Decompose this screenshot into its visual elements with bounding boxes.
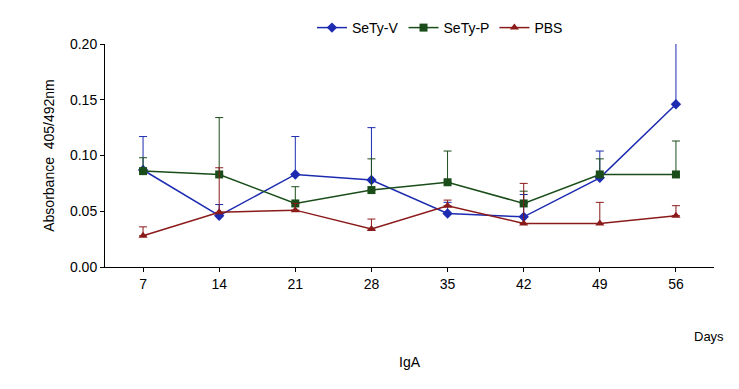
svg-text:Absorbance 405/492nm: Absorbance 405/492nm — [41, 79, 57, 232]
svg-text:21: 21 — [288, 276, 304, 292]
svg-text:SeTy-V: SeTy-V — [352, 20, 399, 36]
svg-text:42: 42 — [516, 276, 532, 292]
svg-text:SeTy-P: SeTy-P — [444, 20, 490, 36]
svg-text:Days: Days — [694, 329, 724, 344]
svg-text:49: 49 — [592, 276, 608, 292]
svg-text:0.15: 0.15 — [70, 92, 97, 108]
svg-text:0.20: 0.20 — [70, 36, 97, 52]
svg-text:PBS: PBS — [534, 20, 562, 36]
svg-text:0.05: 0.05 — [70, 203, 97, 219]
svg-text:35: 35 — [440, 276, 456, 292]
svg-text:0.00: 0.00 — [70, 259, 97, 275]
svg-text:0.10: 0.10 — [70, 147, 97, 163]
svg-text:7: 7 — [139, 276, 147, 292]
svg-text:56: 56 — [668, 276, 684, 292]
svg-text:28: 28 — [364, 276, 380, 292]
svg-text:IgA: IgA — [399, 354, 421, 370]
svg-text:14: 14 — [211, 276, 227, 292]
